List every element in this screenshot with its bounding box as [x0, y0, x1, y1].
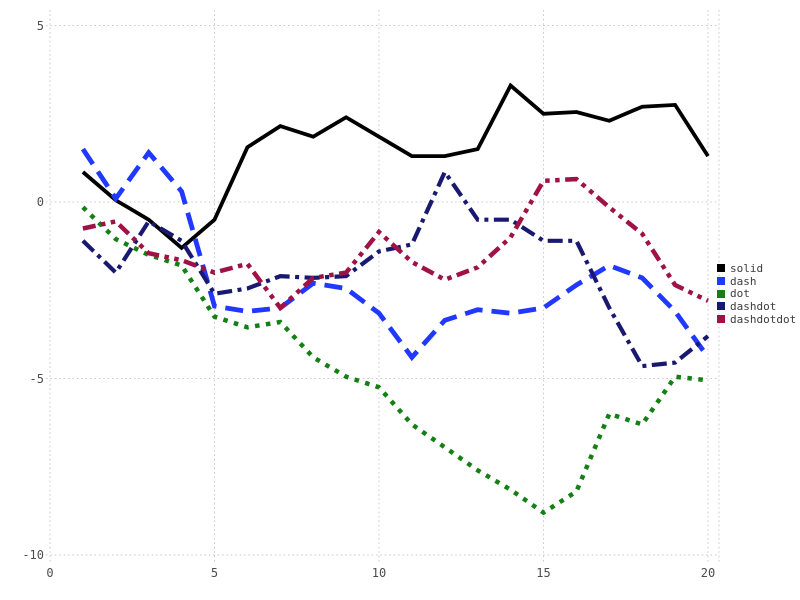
legend-swatch-solid [717, 264, 725, 273]
data-series [80, 82, 710, 516]
legend-label: dashdotdot [730, 312, 797, 326]
x-tick-label: 10 [371, 566, 387, 580]
y-tick-label: -10 [22, 548, 44, 562]
legend: solid dash dot dashdot dashdotdot [717, 262, 796, 326]
legend-label: dot [730, 287, 750, 301]
legend-swatch-dashdotdot [717, 315, 725, 324]
legend-item-dash: dash [717, 275, 796, 288]
series-line-solid [81, 82, 710, 251]
y-tick-label: -5 [29, 371, 44, 386]
x-tick-label: 5 [210, 566, 219, 580]
series-line-dot [81, 205, 709, 516]
legend-item-dashdot: dashdot [717, 300, 796, 313]
grid-lines [46, 10, 720, 563]
y-tick-label: 0 [36, 195, 44, 209]
legend-swatch-dashdot [717, 302, 725, 311]
legend-item-dot: dot [717, 287, 796, 300]
x-tick-label: 20 [700, 566, 716, 580]
legend-item-solid: solid [717, 262, 796, 275]
legend-item-dashdotdot: dashdotdot [717, 313, 796, 326]
x-tick-label: 15 [536, 566, 551, 580]
legend-label: solid [730, 261, 764, 275]
y-tick-label: 5 [36, 18, 44, 33]
legend-swatch-dash [717, 277, 725, 286]
x-tick-label: 0 [46, 566, 54, 580]
legend-swatch-dot [717, 289, 725, 298]
series-line-dash [80, 147, 710, 362]
legend-label: dash [730, 274, 757, 288]
legend-label: dashdot [730, 299, 777, 313]
series-line-dashdotdot [82, 176, 709, 312]
